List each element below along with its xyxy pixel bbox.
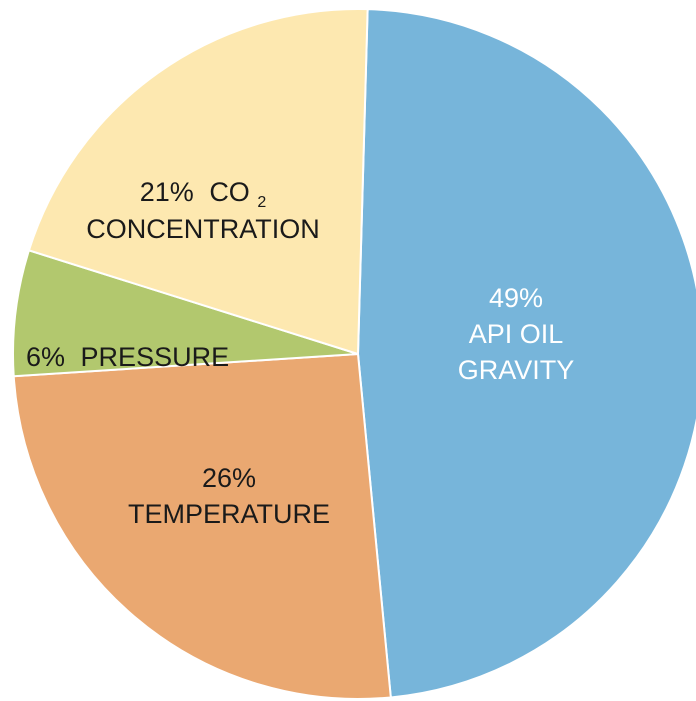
slice-label-co2-main: CO: [209, 177, 250, 207]
slice-label-api-line1: API OIL: [469, 319, 564, 349]
pie-slices: [12, 8, 696, 700]
slice-label-api-line2: GRAVITY: [458, 355, 575, 385]
slice-label-pressure-name: PRESSURE: [81, 342, 230, 372]
slice-label-pressure: 6% PRESSURE: [26, 342, 229, 372]
pie-slice-temperature: [12, 352, 392, 700]
slice-label-co2-subscript: 2: [257, 194, 266, 211]
slice-label-co2-top: 21% CO 2: [140, 177, 267, 211]
slice-label-temperature-line1: TEMPERATURE: [128, 499, 330, 529]
slice-label-api-percent: 49%: [489, 283, 543, 313]
slice-label-co2-line1: CONCENTRATION: [86, 214, 320, 244]
pie-slice-api: [356, 8, 696, 699]
slice-label-co2-percent: 21%: [140, 177, 194, 207]
slice-label-pressure-percent: 6%: [26, 342, 65, 372]
pie-slice-co2: [27, 8, 369, 356]
pie-slice-pressure: [12, 249, 359, 378]
slice-label-temperature-percent: 26%: [202, 463, 256, 493]
